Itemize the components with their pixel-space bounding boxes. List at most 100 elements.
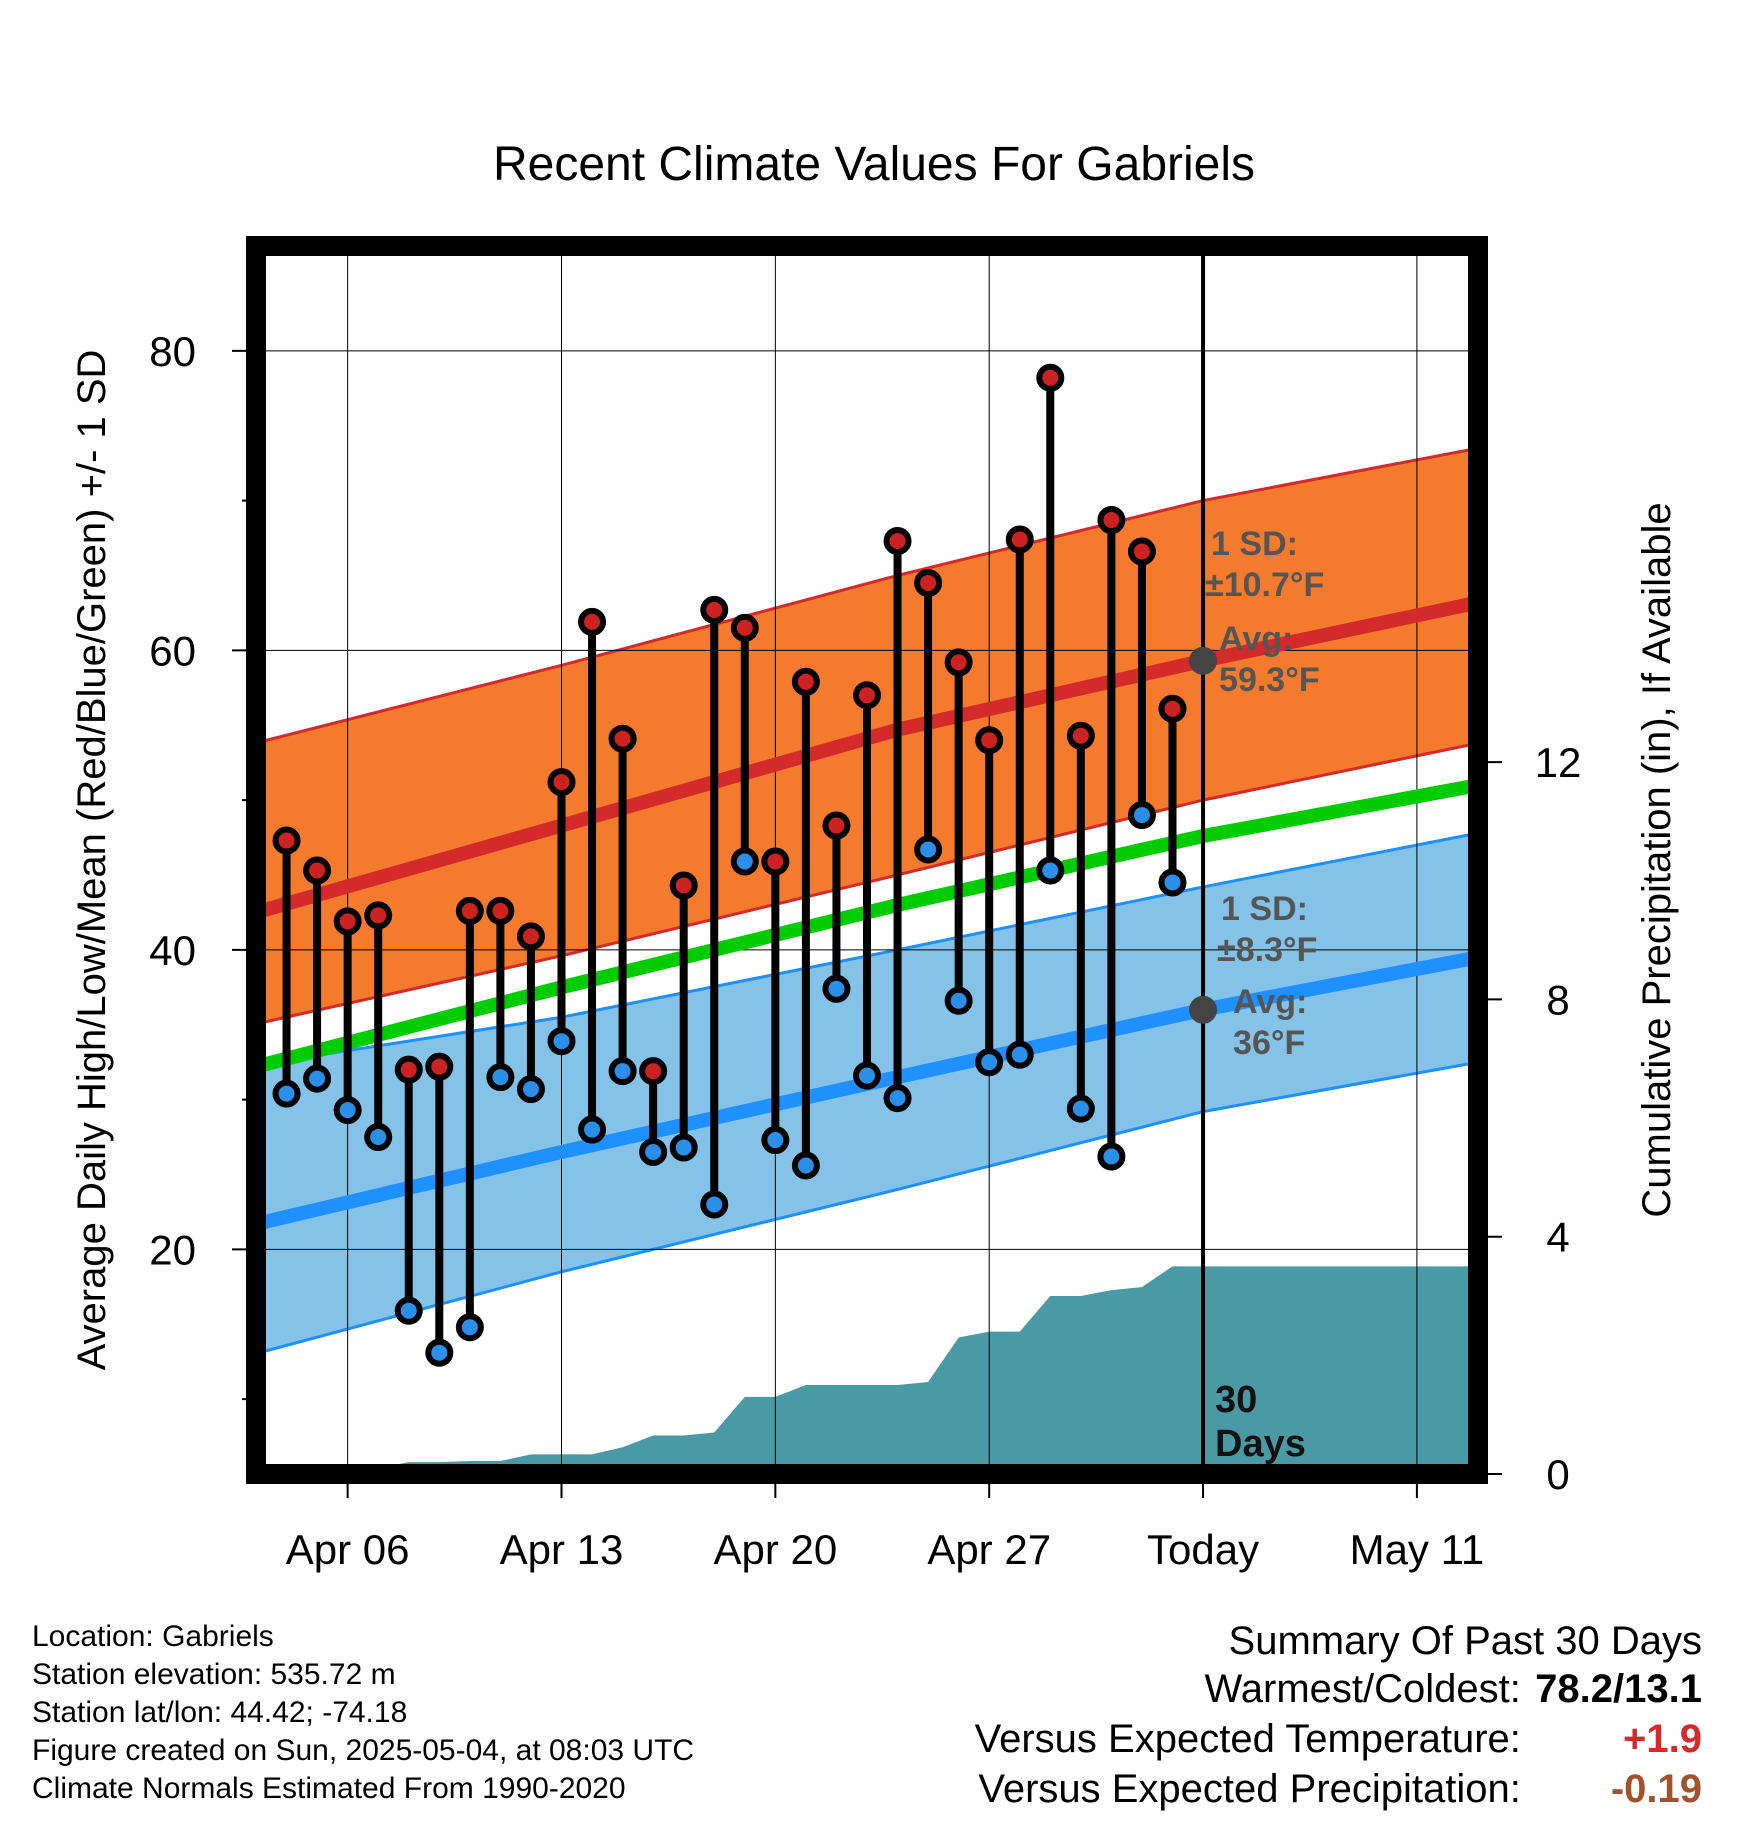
y2-tick-label: 8 [1546, 976, 1569, 1023]
daily-high-point [822, 811, 851, 840]
daily-high-point [883, 527, 912, 556]
daily-low-point [608, 1057, 637, 1086]
daily-high-point [578, 607, 607, 636]
precipitation-area [256, 1266, 1478, 1474]
daily-high-point [1127, 537, 1156, 566]
y-tick-label: 60 [149, 627, 196, 674]
x-tick-label: Today [1147, 1526, 1259, 1573]
x-tick-label: Apr 20 [713, 1526, 837, 1573]
warm-cold-value: 78.2/13.1 [1535, 1667, 1702, 1711]
y-axis-label: Average Daily High/Low/Mean (Red/Blue/Gr… [70, 350, 114, 1371]
precip-label: Versus Expected Precipitation: [978, 1767, 1521, 1811]
daily-low-point [364, 1123, 393, 1152]
daily-low-point [883, 1084, 912, 1113]
y-tick-label: 80 [149, 328, 196, 375]
daily-low-point [1158, 868, 1187, 897]
daily-low-point [333, 1096, 362, 1125]
plot-border [246, 236, 1488, 1484]
daily-high-point [333, 907, 362, 936]
daily-high-point [761, 847, 790, 876]
x-axis-label: Day [838, 1596, 909, 1600]
daily-low-point [761, 1126, 790, 1155]
today-low-normal-marker [1189, 995, 1218, 1024]
precip-value: -0.19 [1610, 1767, 1702, 1811]
daily-low-point [639, 1138, 668, 1167]
daily-high-point [1036, 363, 1065, 392]
daily-high-point [1005, 525, 1034, 554]
daily-low-point [547, 1027, 576, 1056]
x-tick-label: Apr 13 [500, 1526, 624, 1573]
daily-high-point [486, 896, 515, 925]
daily-high-point [975, 726, 1004, 755]
x-tick-label: Apr 27 [927, 1526, 1051, 1573]
days-count-label: 30 [1215, 1379, 1257, 1421]
precip-cumulative-area [256, 1266, 1478, 1474]
daily-low-point [1066, 1094, 1095, 1123]
y-tick-label: 40 [149, 927, 196, 974]
daily-high-point [425, 1052, 454, 1081]
daily-high-point [700, 595, 729, 624]
station-info: Location: Gabriels Station elevation: 53… [32, 1618, 694, 1808]
daily-low-point [730, 847, 759, 876]
daily-high-point [455, 896, 484, 925]
daily-high-point [730, 613, 759, 642]
daily-low-point [853, 1061, 881, 1090]
chart-title: Recent Climate Values For Gabriels [493, 138, 1255, 191]
high-sd-title: 1 SD: [1211, 525, 1298, 563]
daily-high-point [1158, 694, 1187, 723]
daily-high-point [639, 1057, 668, 1086]
daily-high-point [303, 856, 332, 885]
daily-low-point [455, 1313, 484, 1342]
daily-low-point [700, 1190, 729, 1219]
daily-high-point [944, 648, 973, 677]
daily-low-point [303, 1064, 332, 1093]
normal-low-band-lower-edge [256, 1060, 1478, 1356]
summary-warm-cold: Warmest/Coldest: 78.2/13.1 [975, 1664, 1703, 1714]
daily-high-point [1066, 721, 1095, 750]
daily-low-point [1097, 1142, 1126, 1171]
daily-low-point [975, 1048, 1004, 1077]
climate-chart: Recent Climate Values For Gabriels 1 SD:… [70, 138, 1679, 1600]
daily-low-point [822, 974, 851, 1003]
daily-high-point [516, 922, 545, 951]
plot-frame [246, 236, 1488, 1484]
location-text: Location: Gabriels [32, 1620, 274, 1653]
high-avg-value: 59.3°F [1219, 661, 1320, 699]
daily-low-point [578, 1115, 607, 1144]
low-avg-value: 36°F [1233, 1024, 1305, 1062]
normals-text: Climate Normals Estimated From 1990-2020 [32, 1772, 626, 1805]
daily-low-point [1005, 1040, 1034, 1069]
daily-high-point [853, 681, 881, 710]
daily-low-point [1036, 856, 1065, 885]
y2-tick-label: 0 [1546, 1451, 1569, 1498]
daily-low-point [486, 1063, 515, 1092]
daily-high-point [669, 871, 698, 900]
temp-value: +1.9 [1623, 1717, 1702, 1761]
latlon-text: Station lat/lon: 44.42; -74.18 [32, 1696, 408, 1729]
daily-low-point [669, 1133, 698, 1162]
elevation-text: Station elevation: 535.72 m [32, 1658, 396, 1691]
summary-precip: Versus Expected Precipitation: -0.19 [975, 1764, 1702, 1814]
summary-title: Summary Of Past 30 Days [1228, 1619, 1702, 1663]
daily-high-point [1097, 506, 1126, 535]
daily-high-point [272, 826, 301, 855]
daily-low-point [394, 1296, 423, 1325]
daily-high-point [791, 667, 820, 696]
x-tick-label: May 11 [1350, 1526, 1485, 1573]
daily-high-point [394, 1055, 423, 1084]
today-high-normal-marker [1189, 646, 1218, 675]
daily-high-point [914, 568, 943, 597]
daily-high-point [364, 901, 393, 930]
daily-low-point [425, 1338, 454, 1367]
high-sd-value: ±10.7°F [1205, 566, 1324, 604]
low-sd-value: ±8.3°F [1217, 931, 1317, 969]
axes: 20 40 60 80 0 4 8 12 Apr 06 Apr 13 Apr 20 Apr 27 Tod… [70, 328, 1679, 1600]
daily-low-point [516, 1075, 545, 1104]
low-sd-title: 1 SD: [1221, 890, 1308, 928]
created-text: Figure created on Sun, 2025-05-04, at 08… [32, 1734, 695, 1767]
y-tick-label: 20 [149, 1226, 196, 1273]
temp-label: Versus Expected Temperature: [974, 1717, 1521, 1761]
low-avg-title: Avg: [1233, 983, 1307, 1021]
warm-cold-label: Warmest/Coldest: [1204, 1667, 1521, 1711]
daily-observations [272, 363, 1187, 1367]
